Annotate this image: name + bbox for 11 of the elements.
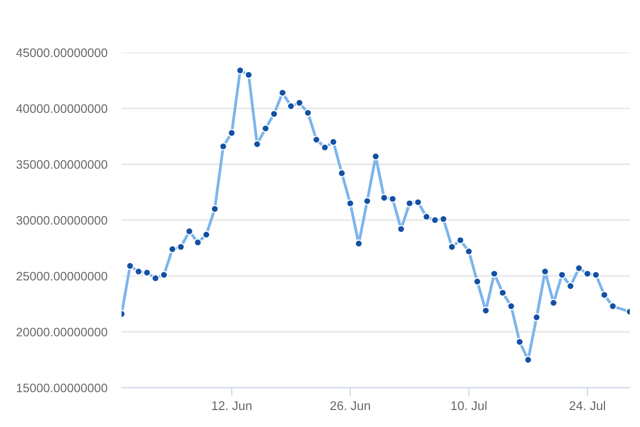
y-tick-label: 25000.00000000 [16, 272, 108, 281]
y-tick-label: 45000.00000000 [16, 48, 108, 58]
y-tick-label: 30000.00000000 [16, 216, 108, 225]
y-tick-label: 35000.00000000 [16, 160, 108, 169]
y-tick-label: 20000.00000000 [16, 328, 108, 336]
y-tick-label: 40000.00000000 [16, 104, 108, 113]
x-tick-label: 10. Jul [451, 400, 486, 410]
x-tick-label: 26. Jun [330, 401, 370, 410]
y-tick-label: 15000.00000000 [16, 384, 108, 392]
x-tick-label: 12. Jun [212, 401, 252, 410]
x-tick-label: 24. Jul [570, 400, 605, 410]
